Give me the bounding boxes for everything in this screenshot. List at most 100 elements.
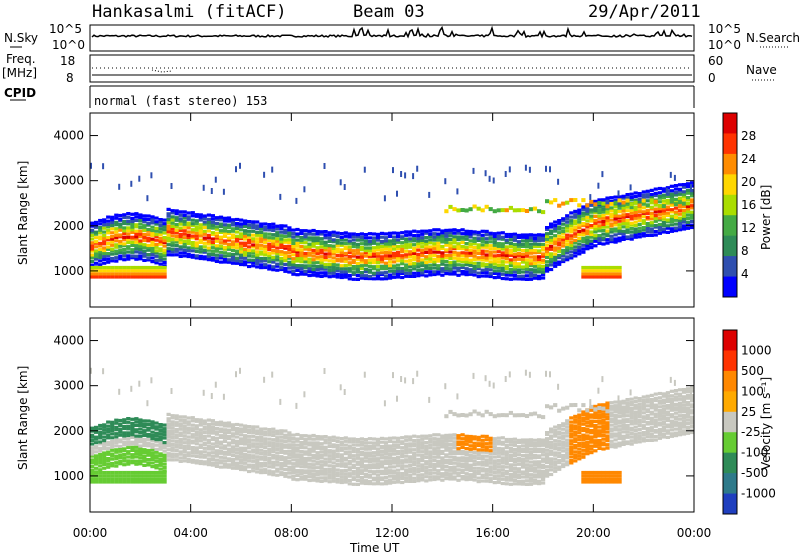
power-cell bbox=[134, 250, 139, 254]
velocity-cell bbox=[239, 446, 244, 450]
power-cell bbox=[251, 258, 256, 262]
power-cell bbox=[230, 258, 236, 262]
power-cell bbox=[685, 196, 691, 200]
power-cell bbox=[158, 223, 163, 227]
velocity-cell bbox=[359, 453, 364, 457]
velocity-cell bbox=[102, 423, 107, 427]
power-cell bbox=[456, 269, 461, 273]
velocity-cell bbox=[480, 442, 485, 446]
velocity-cell bbox=[617, 424, 622, 428]
power-cell bbox=[677, 225, 683, 229]
power-cell bbox=[420, 258, 425, 262]
power-cell bbox=[456, 246, 461, 251]
power-cell bbox=[436, 238, 441, 242]
power-cell bbox=[448, 256, 453, 260]
velocity-cell bbox=[106, 446, 111, 450]
velocity-cell bbox=[428, 452, 433, 456]
power-cell bbox=[428, 234, 433, 239]
velocity-cell bbox=[174, 421, 179, 425]
power-cell bbox=[690, 181, 695, 185]
velocity-cell bbox=[585, 470, 590, 475]
velocity-cell bbox=[315, 476, 320, 480]
velocity-cell bbox=[130, 474, 135, 478]
power-cell bbox=[496, 250, 501, 254]
power-cell bbox=[102, 248, 107, 253]
velocity-cell bbox=[247, 453, 252, 458]
velocity-cell bbox=[138, 380, 141, 387]
power-cell bbox=[154, 265, 159, 270]
velocity-cell bbox=[432, 449, 437, 453]
power-cell bbox=[605, 229, 610, 233]
power-cell bbox=[343, 275, 348, 279]
power-cell bbox=[222, 234, 228, 238]
velocity-cell bbox=[601, 412, 606, 416]
power-cell bbox=[440, 254, 445, 258]
velocity-cell bbox=[114, 432, 119, 436]
power-cell bbox=[448, 237, 453, 241]
power-cell bbox=[669, 227, 674, 231]
power-cell bbox=[541, 210, 546, 215]
power-cell bbox=[327, 236, 332, 240]
velocity-cell bbox=[315, 456, 320, 460]
velocity-cell bbox=[202, 427, 207, 431]
power-cell bbox=[677, 218, 683, 223]
velocity-cell bbox=[194, 451, 199, 455]
power-cell bbox=[271, 255, 276, 259]
velocity-cell bbox=[295, 437, 300, 441]
power-cell bbox=[162, 264, 167, 268]
power-cell bbox=[355, 270, 360, 274]
velocity-cell bbox=[500, 474, 505, 478]
velocity-cell bbox=[339, 480, 344, 485]
power-cell bbox=[303, 237, 308, 241]
velocity-cell bbox=[404, 454, 409, 458]
power-cell bbox=[484, 240, 489, 244]
velocity-cell bbox=[118, 438, 123, 442]
velocity-cell bbox=[593, 423, 598, 428]
velocity-cell bbox=[331, 468, 336, 472]
power-cell bbox=[379, 239, 385, 244]
velocity-cell bbox=[637, 405, 642, 409]
power-cell bbox=[573, 213, 578, 217]
velocity-cell bbox=[214, 426, 219, 431]
power-cell bbox=[653, 229, 658, 234]
power-cell bbox=[585, 215, 590, 220]
velocity-cell bbox=[118, 459, 123, 463]
velocity-cell bbox=[255, 432, 260, 436]
velocity-cell bbox=[178, 452, 183, 456]
velocity-cell bbox=[335, 462, 340, 466]
power-cell bbox=[388, 276, 393, 280]
power-cell bbox=[657, 225, 662, 229]
power-cell bbox=[182, 213, 187, 217]
power-cell bbox=[657, 194, 662, 198]
power-cell bbox=[641, 234, 646, 238]
velocity-cell bbox=[150, 454, 155, 459]
velocity-cell bbox=[524, 459, 530, 463]
power-cell bbox=[633, 227, 638, 231]
velocity-cell bbox=[420, 463, 425, 467]
power-cell bbox=[102, 163, 105, 170]
power-cell bbox=[150, 252, 155, 256]
power-cell bbox=[565, 251, 570, 255]
velocity-cell bbox=[210, 436, 215, 440]
power-cell bbox=[581, 228, 586, 232]
power-cell bbox=[259, 227, 264, 231]
velocity-cell bbox=[98, 431, 103, 435]
power-cell bbox=[218, 215, 224, 219]
velocity-cell bbox=[178, 418, 183, 422]
power-cell bbox=[633, 220, 638, 224]
velocity-cell bbox=[633, 416, 638, 420]
velocity-cell bbox=[428, 443, 433, 447]
power-cell bbox=[102, 218, 107, 222]
velocity-cell bbox=[146, 428, 151, 432]
velocity-cell bbox=[464, 462, 469, 466]
velocity-cell bbox=[589, 480, 594, 484]
velocity-cell bbox=[331, 479, 336, 483]
power-cell bbox=[178, 210, 183, 214]
power-cell bbox=[625, 202, 630, 206]
power-cell bbox=[524, 267, 530, 271]
power-cell bbox=[661, 189, 666, 193]
velocity-cell bbox=[311, 473, 316, 477]
velocity-cell bbox=[214, 441, 219, 445]
power-cell bbox=[134, 237, 139, 241]
